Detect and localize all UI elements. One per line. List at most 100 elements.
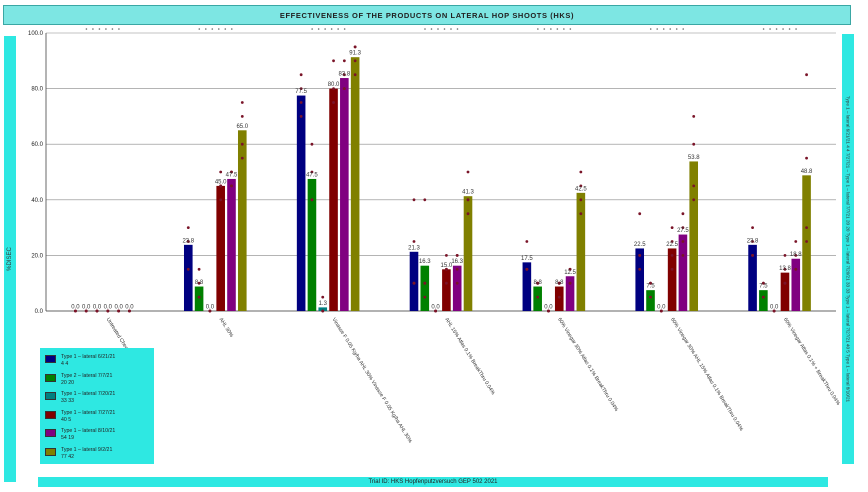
replicate-point bbox=[805, 156, 808, 160]
replicate-point bbox=[353, 45, 357, 49]
data-label: 21.3 bbox=[408, 245, 420, 251]
top-marker bbox=[537, 28, 539, 30]
y-tick-label: 40.0 bbox=[31, 198, 43, 204]
replicate-point bbox=[353, 73, 357, 77]
replicate-point bbox=[186, 267, 190, 271]
x-tick-label: 60% Vinegar 30% Atlas 0.1% BreakThru 0.0… bbox=[556, 317, 619, 413]
replicate-point bbox=[670, 240, 674, 243]
replicate-point bbox=[783, 281, 787, 285]
replicate-point bbox=[557, 281, 561, 285]
replicate-point bbox=[342, 73, 346, 77]
top-marker bbox=[317, 28, 320, 30]
replicate-point bbox=[299, 115, 303, 118]
replicate-point bbox=[579, 212, 583, 216]
top-marker bbox=[424, 28, 426, 30]
data-label: 0.0 bbox=[82, 305, 91, 311]
replicate-point bbox=[579, 170, 583, 174]
data-label: 0.0 bbox=[544, 305, 553, 311]
top-marker bbox=[795, 28, 797, 30]
replicate-point bbox=[332, 87, 335, 90]
replicate-point bbox=[681, 212, 685, 216]
replicate-point bbox=[670, 226, 674, 230]
replicate-point bbox=[219, 184, 223, 188]
top-marker bbox=[662, 28, 665, 30]
replicate-point bbox=[579, 184, 583, 188]
replicate-point bbox=[536, 281, 540, 285]
legend-label: Type 1 – lateral 7/27/21 bbox=[61, 409, 116, 416]
bar bbox=[227, 178, 236, 311]
replicate-point bbox=[783, 267, 787, 271]
legend-label: Type 1 – lateral 7/20/21 bbox=[61, 391, 116, 397]
replicate-point bbox=[186, 240, 190, 243]
replicate-point bbox=[547, 309, 550, 313]
y-tick-label: 0.0 bbox=[35, 309, 44, 315]
top-marker bbox=[230, 28, 233, 30]
top-marker bbox=[85, 28, 88, 30]
top-marker bbox=[450, 28, 452, 30]
legend-sublabel: 40 5 bbox=[61, 416, 72, 423]
replicate-point bbox=[579, 198, 583, 202]
replicate-point bbox=[681, 226, 685, 230]
replicate-point bbox=[423, 281, 427, 285]
replicate-point bbox=[536, 295, 540, 299]
right-side-bar: Type 1 – lateral 6/21/21 4 4 7/27/21 – T… bbox=[842, 34, 854, 464]
data-label: 80.0 bbox=[328, 82, 340, 88]
replicate-point bbox=[525, 240, 529, 243]
replicate-point bbox=[310, 198, 314, 202]
replicate-point bbox=[783, 254, 787, 257]
data-label: 48.8 bbox=[801, 169, 813, 175]
data-label: 12.5 bbox=[564, 270, 576, 276]
bar bbox=[237, 130, 247, 311]
data-label: 77.5 bbox=[295, 89, 307, 95]
top-marker bbox=[550, 28, 552, 30]
replicate-point bbox=[230, 170, 233, 174]
replicate-point bbox=[455, 254, 459, 257]
bar bbox=[340, 78, 349, 311]
bar bbox=[678, 234, 688, 311]
replicate-point bbox=[321, 309, 325, 313]
top-marker bbox=[324, 28, 326, 30]
data-label: 0.0 bbox=[114, 305, 123, 311]
top-marker bbox=[105, 28, 107, 30]
bar bbox=[329, 88, 338, 311]
x-tick-label: Vinasse F 0.05 Kg/ha AHL 30% Vinasse F 0… bbox=[330, 317, 413, 444]
replicate-point bbox=[794, 254, 798, 257]
data-label: 0.0 bbox=[657, 305, 666, 311]
top-marker bbox=[437, 28, 439, 30]
replicate-point bbox=[310, 170, 314, 174]
replicate-point bbox=[638, 267, 642, 271]
data-label: 22.5 bbox=[666, 242, 678, 248]
replicate-point bbox=[455, 281, 459, 285]
replicate-point bbox=[751, 226, 754, 230]
bar bbox=[522, 262, 532, 311]
data-label: 0.0 bbox=[93, 305, 102, 311]
bar bbox=[748, 244, 757, 311]
replicate-point bbox=[761, 281, 765, 285]
replicate-point bbox=[692, 115, 696, 118]
top-marker bbox=[669, 28, 672, 30]
top-marker bbox=[430, 28, 433, 30]
bar bbox=[463, 196, 473, 311]
data-label: 17.5 bbox=[521, 256, 533, 262]
replicate-point bbox=[681, 240, 685, 243]
x-tick-label: 60% Vinegar 30% AHL 15% Atlas 0.1% Break… bbox=[669, 317, 744, 433]
data-label: 0.0 bbox=[206, 305, 215, 311]
replicate-point bbox=[445, 267, 448, 271]
top-marker bbox=[98, 28, 101, 30]
bar bbox=[420, 265, 430, 311]
top-marker bbox=[111, 28, 114, 30]
data-label: 1.3 bbox=[319, 301, 328, 307]
top-marker bbox=[649, 28, 652, 30]
top-marker bbox=[456, 28, 459, 30]
top-marker bbox=[556, 28, 559, 30]
y-axis-label-bar: %DISEC bbox=[4, 36, 16, 482]
replicate-point bbox=[638, 212, 642, 216]
replicate-point bbox=[649, 295, 652, 299]
data-label: 83.8 bbox=[338, 72, 350, 78]
bar bbox=[667, 248, 677, 311]
replicate-point bbox=[84, 309, 88, 313]
replicate-point bbox=[557, 295, 561, 299]
data-label: 0.0 bbox=[125, 305, 134, 311]
replicate-point bbox=[128, 309, 131, 313]
